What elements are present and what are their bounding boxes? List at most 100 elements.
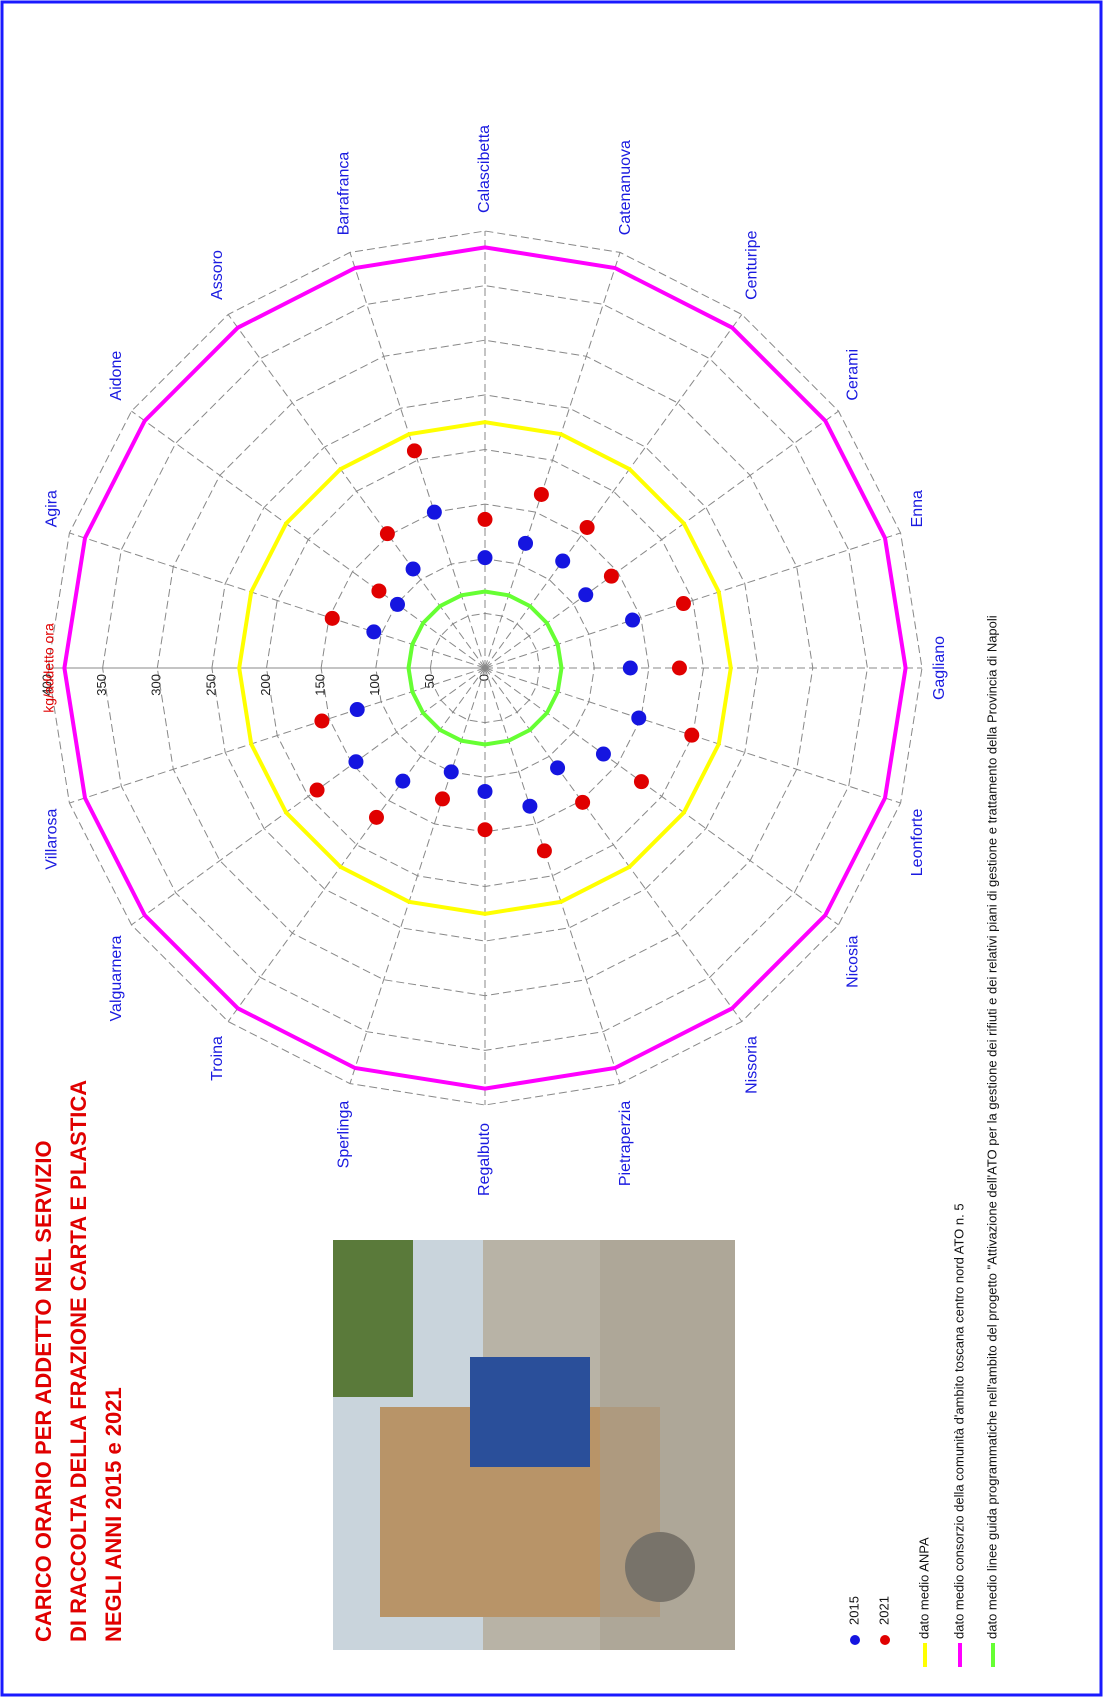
legend-swatch [880, 1635, 890, 1645]
legend-swatch [850, 1635, 860, 1645]
data-point [477, 822, 493, 838]
data-point [622, 660, 638, 676]
photo-ground [600, 1240, 735, 1650]
category-label: Leonforte [909, 809, 926, 877]
landscape-layer: CARICO ORARIO PER ADDETTO NEL SERVIZIO DI… [31, 125, 999, 1667]
spoke [484, 532, 901, 669]
data-point [684, 727, 700, 743]
data-point [349, 702, 365, 718]
data-point [309, 782, 325, 798]
data-point [633, 774, 649, 790]
chart-title: DI RACCOLTA DELLA FRAZIONE CARTA E PLAST… [66, 1080, 91, 1642]
chart-title: NEGLI ANNI 2015 e 2021 [101, 1387, 126, 1642]
category-label: Villarosa [43, 809, 60, 870]
data-point [603, 568, 619, 584]
category-label: Troina [209, 1036, 226, 1081]
data-point [406, 443, 422, 459]
data-point [379, 526, 395, 542]
data-point [536, 843, 552, 859]
data-point [405, 561, 421, 577]
data-point [518, 535, 534, 551]
spoke [484, 314, 743, 669]
data-point [348, 754, 364, 770]
spoke [349, 667, 486, 1084]
r-tick-label: 400 [39, 674, 54, 696]
r-tick-label: 350 [94, 674, 109, 696]
category-label: Enna [909, 490, 926, 527]
category-label: Cerami [844, 349, 861, 401]
r-tick-label: 250 [203, 674, 218, 696]
grid-ring [102, 285, 868, 1051]
legend-label: dato medio consorzio della comunità d'am… [951, 1203, 966, 1639]
spoke [69, 532, 486, 669]
spoke [69, 667, 486, 804]
spoke [227, 314, 486, 669]
data-point [477, 783, 493, 799]
spoke [484, 410, 839, 669]
data-point [477, 550, 493, 566]
legend-label: dato medio linee guida programmatiche ne… [984, 615, 999, 1639]
category-label: Regalbuto [476, 1123, 493, 1196]
photo-trees [333, 1240, 413, 1397]
category-label: Assoro [209, 250, 226, 300]
spoke [484, 667, 743, 1022]
photo [333, 1240, 735, 1650]
data-point [671, 660, 687, 676]
series-line [406, 589, 564, 747]
legend-label: dato medio ANPA [916, 1537, 931, 1639]
data-point [579, 519, 595, 535]
data-point [366, 624, 382, 640]
data-point [477, 511, 493, 527]
r-tick-label: 50 [422, 674, 437, 688]
data-point [675, 596, 691, 612]
spoke [484, 252, 621, 669]
series-line [62, 245, 908, 1091]
legend-label: 2015 [846, 1596, 861, 1625]
data-point [550, 760, 566, 776]
category-label: Nissoria [744, 1036, 761, 1094]
data-point [595, 746, 611, 762]
spoke [227, 667, 486, 1022]
data-point [324, 610, 340, 626]
category-label: Catenanuova [617, 140, 634, 235]
chart-title: CARICO ORARIO PER ADDETTO NEL SERVIZIO [31, 1140, 56, 1642]
data-point [395, 773, 411, 789]
category-label: Valguarnera [108, 935, 125, 1021]
spoke [131, 410, 486, 669]
data-point [533, 486, 549, 502]
category-label: Sperlinga [336, 1101, 353, 1169]
data-point [522, 798, 538, 814]
r-tick-label: 150 [313, 674, 328, 696]
data-point [578, 587, 594, 603]
photo-person [470, 1357, 590, 1467]
spoke [484, 667, 839, 926]
data-point [625, 612, 641, 628]
category-label: Calascibetta [476, 125, 493, 213]
spoke [131, 667, 486, 926]
category-label: Aidone [108, 351, 125, 401]
grid-ring [211, 394, 759, 942]
data-point [314, 713, 330, 729]
data-point [434, 791, 450, 807]
legend-label: 2021 [876, 1596, 891, 1625]
spoke [349, 252, 486, 669]
series-line [237, 420, 733, 916]
r-tick-label: 0 [476, 674, 491, 681]
data-point [575, 794, 591, 810]
category-label: Pietraperzia [617, 1101, 634, 1186]
category-label: Agira [43, 490, 60, 527]
category-label: Gagliano [931, 636, 948, 700]
r-tick-label: 200 [258, 674, 273, 696]
data-point [371, 583, 387, 599]
data-point [443, 764, 459, 780]
data-point [631, 710, 647, 726]
axis-label: kg/addetto ora [41, 623, 57, 713]
data-point [555, 553, 571, 569]
data-point [426, 504, 442, 520]
r-tick-label: 300 [149, 674, 164, 696]
category-label: Barrafranca [336, 152, 353, 236]
data-point [368, 809, 384, 825]
spoke [484, 667, 621, 1084]
category-label: Centuripe [744, 230, 761, 299]
